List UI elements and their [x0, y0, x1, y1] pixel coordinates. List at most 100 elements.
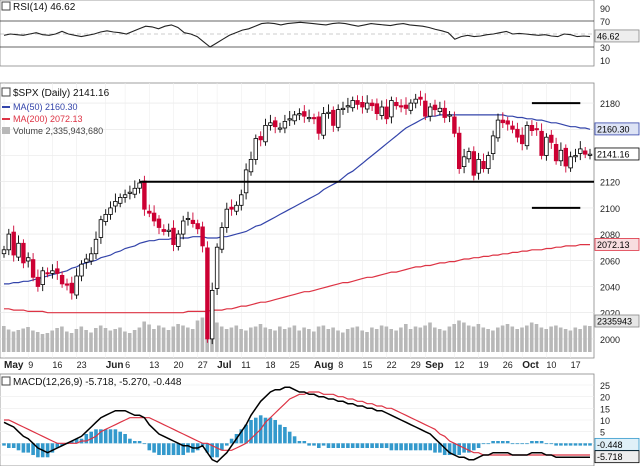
- candle-body: [200, 226, 205, 247]
- candle-body: [21, 242, 26, 264]
- macd-hist-bar: [210, 443, 214, 458]
- price-tick-label: 2120: [600, 178, 620, 188]
- macd-hist-bar: [99, 429, 103, 444]
- volume-bar: [278, 326, 282, 352]
- volume-bar: [239, 329, 243, 352]
- macd-hist-bar: [45, 443, 50, 458]
- volume-bar: [370, 327, 374, 352]
- candle-body: [573, 155, 578, 158]
- macd-hist-bar: [268, 417, 273, 444]
- macd-hist-bar: [229, 438, 234, 444]
- candle-body: [539, 130, 544, 156]
- candle-body: [360, 102, 365, 108]
- candle-body: [74, 275, 79, 296]
- volume-bar: [588, 326, 592, 352]
- candle-body: [122, 194, 128, 198]
- volume-bar: [491, 330, 495, 352]
- ma50-value-tag: 2160.30: [597, 124, 630, 134]
- x-tick-label: 17: [571, 360, 581, 370]
- candle-body: [408, 102, 413, 111]
- candle-body: [113, 200, 118, 207]
- candle-body: [45, 272, 50, 275]
- candle-body: [25, 257, 31, 262]
- ma50-value-tag-box: [594, 122, 640, 136]
- macd-hist-bar: [11, 443, 16, 448]
- volume-bar: [568, 330, 573, 352]
- volume-bar: [549, 326, 553, 352]
- rsi-tick-label: 70: [600, 17, 610, 27]
- volume-bar: [428, 322, 432, 352]
- candle-body: [132, 187, 137, 195]
- volume-bar: [55, 328, 59, 352]
- candle-body: [447, 114, 452, 117]
- x-tick-label: 20: [174, 360, 184, 370]
- macd-hist-bar: [341, 443, 345, 448]
- volume-bar: [89, 332, 93, 352]
- volume-bar: [84, 330, 88, 352]
- candle-body: [176, 233, 181, 247]
- macd-hist-bar: [583, 443, 587, 446]
- macd-hist-bar: [36, 443, 40, 458]
- candle-body: [369, 102, 375, 107]
- volume-bar: [137, 327, 142, 352]
- volume-bar: [113, 329, 117, 352]
- candle-body: [185, 217, 191, 220]
- volume-bar: [181, 325, 185, 352]
- volume-bar: [11, 331, 16, 352]
- x-tick-label: Jul: [217, 360, 232, 371]
- macd-hist-bar: [157, 443, 161, 455]
- candle-body: [16, 242, 21, 258]
- volume-bar: [2, 326, 6, 352]
- macd-hist-bar: [331, 443, 336, 448]
- price-tick-label: 2180: [600, 99, 620, 109]
- candle-body: [345, 105, 351, 108]
- volume-bar: [161, 327, 166, 352]
- candle-body: [263, 125, 268, 143]
- candle-body: [398, 105, 404, 108]
- volume-bar: [500, 325, 505, 352]
- macd-hist-bar: [476, 443, 481, 448]
- macd-tick-label: 15: [600, 404, 610, 414]
- volume-bar: [442, 330, 447, 352]
- candle-body: [253, 138, 258, 160]
- macd-hist-bar: [166, 443, 171, 455]
- volume-bar: [341, 332, 345, 352]
- macd-hist-bar: [481, 443, 486, 445]
- x-tick-label: 19: [479, 360, 489, 370]
- macd-value-tag-box: [594, 450, 640, 464]
- x-tick-label: 25: [290, 360, 300, 370]
- volume-bar: [379, 325, 384, 352]
- volume-bar: [219, 326, 224, 352]
- volume-bar: [127, 333, 132, 352]
- volume-bar: [302, 327, 306, 352]
- macd-hist-bar: [568, 443, 573, 446]
- macd-hist-bar: [215, 443, 219, 458]
- volume-bar: [147, 324, 151, 352]
- candle-body: [442, 107, 447, 118]
- macd-hist-bar: [360, 443, 365, 448]
- candle-body: [558, 149, 564, 162]
- candle-body: [224, 208, 229, 228]
- macd-hist-bar: [195, 443, 200, 451]
- moving-averages: [4, 114, 591, 314]
- candle-body: [69, 282, 74, 294]
- macd-hist-bar: [442, 443, 447, 455]
- x-tick-label: May: [4, 360, 24, 371]
- macd-hist-bar: [496, 441, 500, 444]
- macd-hist-bar: [249, 420, 253, 444]
- ma50-line: [4, 114, 591, 285]
- price-tick-label: 2000: [600, 335, 620, 345]
- macd-hist-bar: [452, 443, 457, 455]
- macd-hist-bar: [21, 443, 26, 453]
- macd-hist-bar: [26, 443, 30, 453]
- candle-body: [364, 102, 370, 110]
- macd-hist-bar: [317, 443, 321, 448]
- volume-series: [2, 309, 592, 352]
- ma50-legend: MA(50) 2160.30: [13, 102, 78, 112]
- candle-body: [510, 125, 515, 130]
- volume-bar: [249, 327, 253, 352]
- volume-bar: [534, 324, 539, 352]
- volume-bar: [273, 330, 277, 352]
- macd-hist-bar: [239, 429, 244, 444]
- macd-hist-bar: [220, 443, 224, 451]
